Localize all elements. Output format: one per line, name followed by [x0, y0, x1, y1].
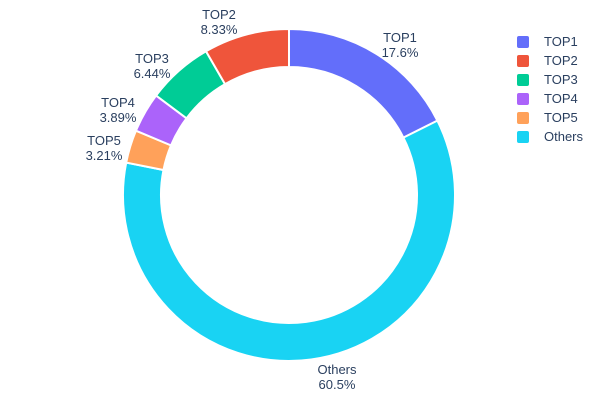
legend-label: Others: [544, 129, 584, 144]
slice-label-top5: TOP5 3.21%: [86, 133, 123, 163]
legend-swatch-top1-icon: [517, 35, 529, 48]
legend-item-top5[interactable]: TOP5: [517, 108, 583, 127]
slice-label-top1: TOP1 17.6%: [382, 30, 419, 60]
slice-label-name: TOP2: [202, 7, 236, 22]
slice-label-name: TOP3: [135, 51, 169, 66]
legend-item-top1[interactable]: TOP1: [517, 32, 583, 51]
slice-label-percent: 6.44%: [133, 66, 171, 81]
slice-label-percent: 3.89%: [99, 110, 137, 125]
slice-label-name: Others: [317, 362, 357, 377]
legend-label: TOP1: [544, 34, 578, 49]
slice-label-top3: TOP3 6.44%: [134, 51, 171, 81]
legend-label: TOP4: [544, 91, 578, 106]
slice-label-name: TOP4: [101, 95, 135, 110]
slice-label-top4: TOP4 3.89%: [100, 95, 137, 125]
legend-swatch-top4-icon: [517, 92, 529, 105]
slice-label-top2: TOP2 8.33%: [201, 7, 238, 37]
slice-label-percent: 3.21%: [85, 148, 123, 163]
legend-swatch-top3-icon: [517, 73, 529, 86]
slice-label-percent: 60.5%: [318, 377, 356, 392]
legend-item-top3[interactable]: TOP3: [517, 70, 583, 89]
legend-swatch-top5-icon: [517, 111, 529, 124]
legend-label: TOP2: [544, 53, 578, 68]
slice-label-others: Others 60.5%: [317, 362, 356, 392]
legend-swatch-others-icon: [517, 130, 529, 143]
slice-label-name: TOP1: [383, 30, 417, 45]
legend-item-top2[interactable]: TOP2: [517, 51, 583, 70]
donut-slice-others[interactable]: [122, 119, 456, 362]
slice-label-percent: 17.6%: [381, 45, 419, 60]
legend-label: TOP3: [544, 72, 578, 87]
legend-item-others[interactable]: Others: [517, 127, 583, 146]
donut-slice-top2[interactable]: [205, 28, 290, 86]
legend-item-top4[interactable]: TOP4: [517, 89, 583, 108]
legend-label: TOP5: [544, 110, 578, 125]
slice-label-percent: 8.33%: [200, 22, 238, 37]
legend-swatch-top2-icon: [517, 54, 529, 67]
legend: TOP1 TOP2 TOP3 TOP4 TOP5 Others: [517, 32, 583, 146]
slice-label-name: TOP5: [87, 133, 121, 148]
